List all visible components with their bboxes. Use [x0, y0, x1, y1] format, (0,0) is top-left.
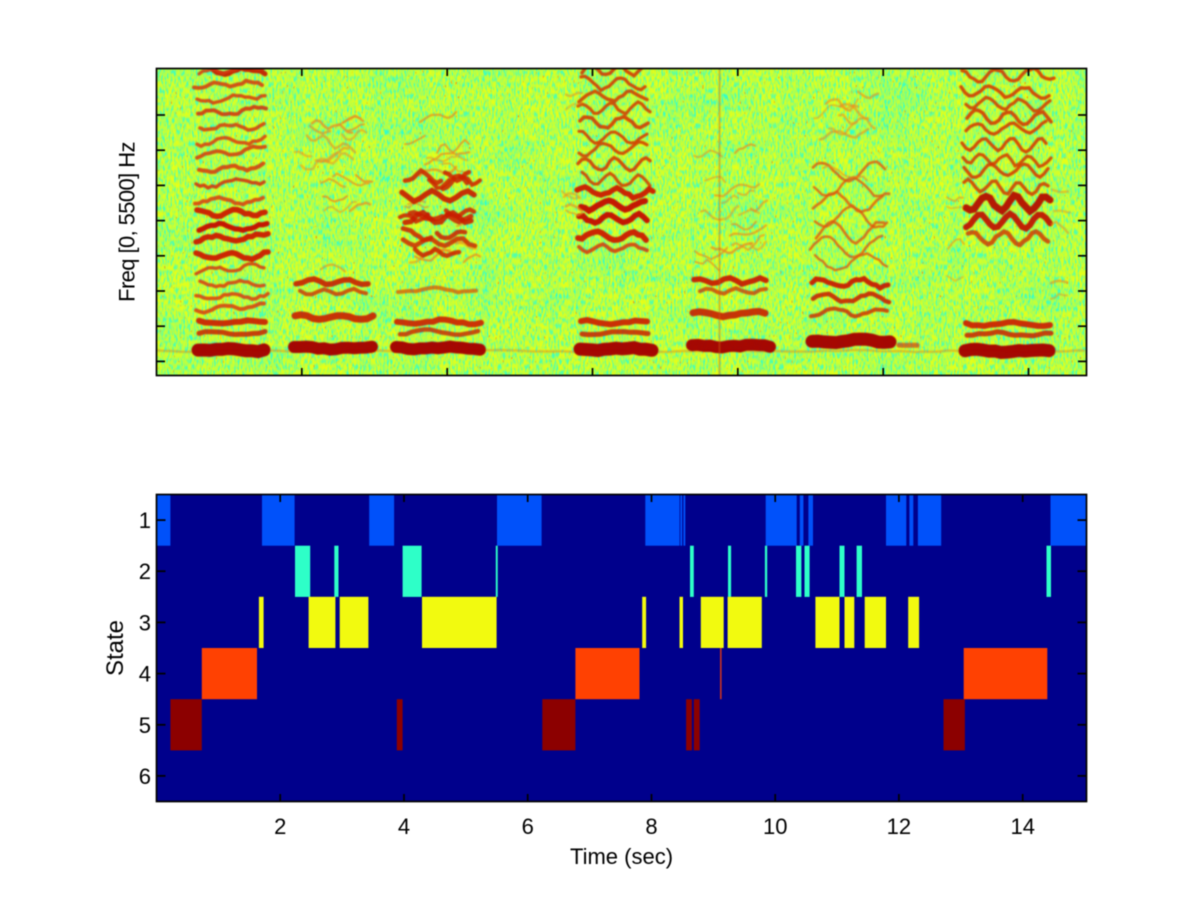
svg-text:2: 2 [274, 814, 286, 839]
svg-text:10: 10 [763, 814, 787, 839]
svg-text:Time (sec): Time (sec) [570, 844, 673, 869]
svg-text:12: 12 [887, 814, 911, 839]
svg-text:4: 4 [139, 662, 151, 687]
svg-text:5: 5 [139, 713, 151, 738]
svg-text:6: 6 [522, 814, 534, 839]
svg-text:3: 3 [139, 610, 151, 635]
svg-text:8: 8 [645, 814, 657, 839]
svg-text:4: 4 [398, 814, 410, 839]
svg-text:6: 6 [139, 764, 151, 789]
svg-text:14: 14 [1010, 814, 1034, 839]
svg-text:Freq [0, 5500] Hz: Freq [0, 5500] Hz [115, 142, 140, 302]
svg-text:1: 1 [139, 508, 151, 533]
svg-text:State: State [102, 620, 129, 676]
svg-text:2: 2 [139, 559, 151, 584]
